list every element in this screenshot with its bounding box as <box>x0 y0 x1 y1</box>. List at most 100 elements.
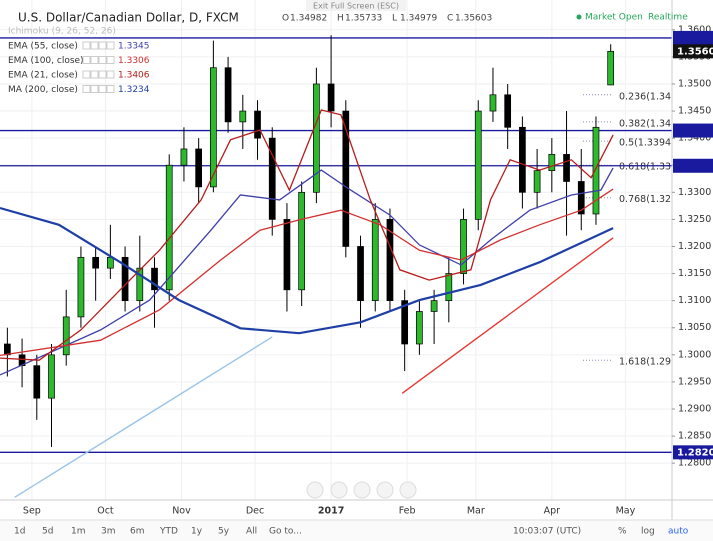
legend-icon[interactable] <box>106 70 115 79</box>
candle-body <box>519 126 526 193</box>
range-button[interactable]: YTD <box>159 527 178 537</box>
legend-icon[interactable] <box>90 85 99 93</box>
legend-name: EMA (100, close) <box>8 56 84 66</box>
candle-body <box>592 126 600 215</box>
last-price-box <box>673 44 713 59</box>
candle-body <box>283 219 291 291</box>
legend-icon[interactable] <box>98 70 107 79</box>
range-button[interactable]: 3m <box>101 527 116 537</box>
indicator-line <box>0 167 614 376</box>
x-tick-label: Dec <box>246 506 264 517</box>
y-tick-label: 1.3100 <box>678 295 711 306</box>
legend-icon[interactable] <box>82 70 91 79</box>
trendline <box>14 336 273 498</box>
legend-name: MA (200, close) <box>8 85 78 95</box>
candle-body <box>342 110 350 247</box>
fib-label: 0.236(1.348 <box>619 91 677 102</box>
y-tick-label: 1.3150 <box>678 268 711 279</box>
chart-title: U.S. Dollar/Canadian Dollar, D, FXCM <box>18 11 239 25</box>
candle-body <box>48 354 55 399</box>
axes: 1.2800 1.2850 1.2900 1.2950 1.3000 1.3050 1.31… <box>23 24 713 517</box>
candle-body <box>4 343 11 356</box>
exit-fullscreen[interactable]: Exit Full Screen (ESC) <box>313 2 399 11</box>
x-tick-label: 2017 <box>318 506 344 517</box>
candle-body <box>371 219 379 302</box>
range-button[interactable]: All <box>246 527 257 537</box>
candle-body <box>195 148 203 188</box>
legend-icon[interactable] <box>106 56 115 64</box>
zoom-button[interactable] <box>399 481 417 499</box>
scale-option[interactable]: % <box>618 527 627 537</box>
scale-option[interactable]: auto <box>668 527 689 537</box>
clock: 10:03:07 (UTC) <box>513 527 581 537</box>
legend-icon[interactable] <box>90 70 99 79</box>
ohlc-legend: O 1.34982 H 1.35733 L 1.34979 C 1.35603 <box>282 14 492 24</box>
legend-value: 1.3234 <box>118 85 150 95</box>
y-tick-label: 1.2900 <box>678 403 711 414</box>
legend-icon[interactable] <box>106 41 115 50</box>
zoom-button[interactable] <box>376 481 394 499</box>
legend-value: 1.3345 <box>118 42 150 52</box>
ohlc-key: L <box>392 14 397 24</box>
range-button[interactable]: 5y <box>218 527 230 537</box>
candle-body <box>386 219 394 302</box>
zoom-button[interactable] <box>330 481 348 499</box>
candle-body <box>151 267 158 291</box>
range-button[interactable]: 5d <box>42 527 53 537</box>
candle-body <box>268 137 276 220</box>
range-button[interactable]: 1m <box>71 527 86 537</box>
ichimoku-label: Ichimoku (9, 26, 52, 26) <box>8 27 116 37</box>
range-button[interactable]: 1y <box>191 527 203 537</box>
last-price-label: 1.3560 <box>677 46 713 57</box>
legend-icon[interactable] <box>82 56 91 64</box>
exit-box[interactable] <box>306 0 406 11</box>
x-tick-label: Apr <box>544 506 561 517</box>
legend-icon[interactable] <box>82 41 91 50</box>
zoom-button[interactable] <box>306 481 324 499</box>
y-tick-label: 1.2800 <box>678 458 711 469</box>
legend-icon[interactable] <box>98 41 107 50</box>
price-box-label: 1.2820 <box>677 447 713 458</box>
indicator-line <box>0 188 614 357</box>
ohlc-value: 1.34979 <box>400 14 437 24</box>
y-tick-label: 1.3400 <box>678 133 711 144</box>
indicator-line <box>0 109 614 361</box>
zoom-button[interactable] <box>353 481 371 499</box>
legend-icon[interactable] <box>98 56 107 64</box>
legend-value: 1.3406 <box>118 71 150 81</box>
legend-icon[interactable] <box>82 85 91 93</box>
legend-icon[interactable] <box>98 85 107 93</box>
candle-body <box>239 110 247 123</box>
market-status: Market Open <box>585 13 643 23</box>
legend-icon[interactable] <box>90 56 99 64</box>
candle-body <box>121 256 129 302</box>
ohlc-value: 1.35603 <box>455 14 492 24</box>
price-box <box>673 158 713 173</box>
legend-icon[interactable] <box>90 41 99 50</box>
y-tick-label: 1.3300 <box>678 187 711 198</box>
scale-option[interactable]: log <box>641 527 655 537</box>
candle-body <box>357 246 364 302</box>
candle-body <box>548 154 556 171</box>
x-tick-label: Feb <box>399 506 416 517</box>
range-button[interactable]: 6m <box>130 527 145 537</box>
candle-body <box>489 94 497 112</box>
plot-area: 0.236(1.348 0.382(1.343 0.5(1.33945 0.618(1… <box>0 35 677 498</box>
candle-body <box>107 256 114 269</box>
legend-icon[interactable] <box>106 85 115 93</box>
candle-body <box>327 83 335 112</box>
candle-body <box>92 256 99 269</box>
legend-name: EMA (55, close) <box>8 42 78 52</box>
y-tick-label: 1.3600 <box>678 24 711 35</box>
y-tick-label: 1.3250 <box>678 214 711 225</box>
status-dot <box>576 14 582 20</box>
candle-body <box>430 300 438 312</box>
range-button[interactable]: 1d <box>14 527 25 537</box>
candle-body <box>254 110 261 139</box>
goto-button[interactable]: Go to... <box>269 527 302 537</box>
y-tick-label: 1.3450 <box>678 106 711 117</box>
candle-body <box>77 256 85 318</box>
candle-body <box>180 148 188 166</box>
